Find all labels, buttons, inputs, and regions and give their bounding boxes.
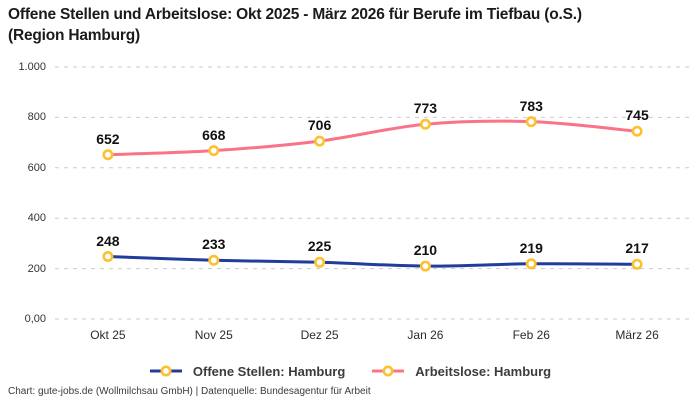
series-line (106, 255, 639, 268)
data-point-label: 210 (413, 242, 438, 259)
data-point-marker[interactable] (102, 149, 114, 161)
legend-label: Arbeitslose: Hamburg (415, 363, 552, 379)
data-point-label: 217 (625, 240, 649, 257)
x-axis-tick-label: Dez 25 (300, 328, 339, 342)
data-point-marker[interactable] (631, 125, 643, 137)
chart-title-line1: Offene Stellen und Arbeitslose: Okt 2025… (8, 6, 582, 23)
legend-item[interactable]: Arbeitslose: Hamburg (371, 364, 551, 379)
y-axis-tick-label: 400 (27, 212, 46, 225)
attribution: Chart: gute-jobs.de (Wollmilchsau GmbH) … (8, 386, 371, 397)
data-point-label: 219 (519, 239, 543, 256)
x-axis-tick-label: Nov 25 (194, 328, 233, 342)
data-point-marker[interactable] (525, 258, 537, 270)
data-point-marker[interactable] (208, 145, 220, 157)
chart-title: Offene Stellen und Arbeitslose: Okt 2025… (8, 4, 696, 46)
x-axis-tick-label: März 26 (615, 328, 659, 342)
data-point-marker[interactable] (102, 251, 114, 263)
y-axis-tick-label: 800 (27, 111, 46, 124)
series-line (106, 119, 639, 157)
y-axis-tick-label: 1.000 (18, 61, 46, 73)
plot-area: 0,00 200 400 600 800 1.000 Okt 25 Nov 25 Dez 25 J… (18, 61, 690, 342)
data-point-label: 652 (96, 130, 120, 147)
y-axis-tick-label: 200 (27, 262, 46, 275)
data-point-marker[interactable] (314, 135, 326, 147)
data-point-marker[interactable] (525, 116, 537, 128)
legend-label: Offene Stellen: Hamburg (192, 363, 346, 379)
data-point-label: 248 (96, 232, 120, 249)
data-point-marker[interactable] (419, 118, 431, 130)
x-axis-tick-label: Okt 25 (90, 328, 126, 342)
legend-line-sample (372, 365, 405, 377)
y-axis-tick-label: 600 (27, 161, 46, 174)
legend-line-sample (149, 365, 182, 377)
data-point-label: 783 (519, 97, 543, 114)
data-point-label: 773 (413, 100, 438, 117)
data-point-marker[interactable] (631, 258, 643, 270)
y-axis-tick-label: 0,00 (24, 313, 46, 325)
x-axis-tick-label: Jan 26 (407, 328, 444, 342)
legend-item[interactable]: Offene Stellen: Hamburg (149, 364, 345, 379)
data-point-label: 668 (202, 126, 226, 143)
data-point-label: 745 (625, 107, 649, 124)
data-point-marker[interactable] (314, 256, 326, 268)
data-point-label: 233 (202, 236, 226, 253)
chart-title-line2: (Region Hamburg) (8, 27, 140, 44)
data-point-marker[interactable] (419, 260, 431, 272)
legend: Offene Stellen: Hamburg Arbeitslose: Hamb… (0, 360, 700, 382)
data-point-marker[interactable] (208, 254, 220, 266)
chart-canvas (55, 66, 690, 320)
data-point-label: 225 (307, 238, 332, 255)
x-axis-tick-label: Feb 26 (512, 328, 550, 342)
data-point-label: 706 (307, 117, 332, 134)
